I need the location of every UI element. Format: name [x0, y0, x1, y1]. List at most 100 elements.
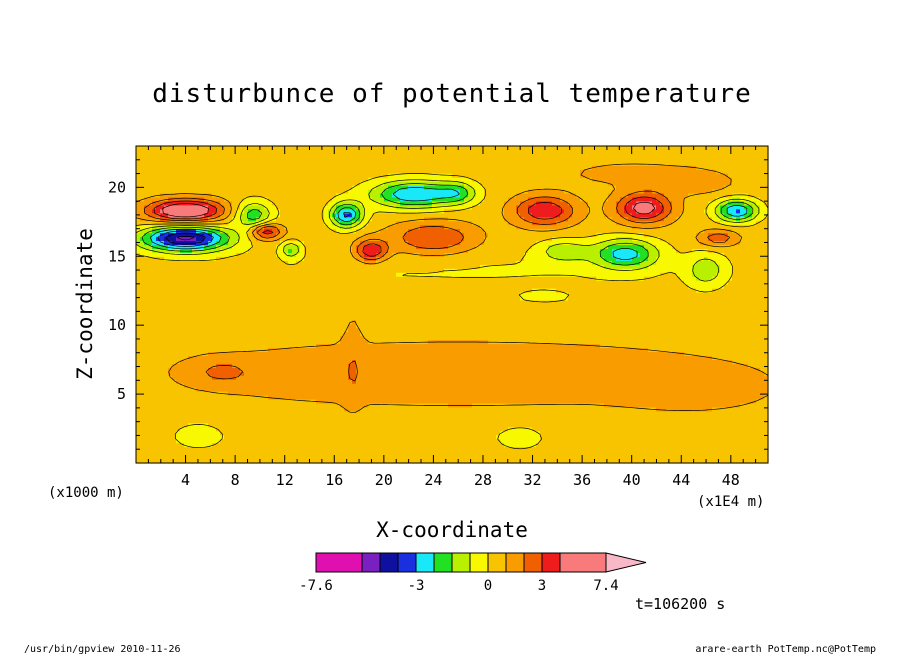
field-cell: [200, 149, 205, 155]
field-cell: [380, 233, 385, 238]
field-cell: [524, 209, 529, 214]
field-cell: [256, 197, 261, 203]
field-cell: [144, 161, 149, 167]
field-cell: [492, 161, 497, 167]
field-cell: [652, 233, 657, 238]
field-cell: [536, 189, 541, 195]
field-cell: [136, 177, 141, 183]
field-cell: [680, 146, 685, 151]
field-cell: [452, 161, 457, 167]
field-cell: [232, 189, 237, 195]
field-cell: [736, 233, 741, 238]
field-cell: [492, 256, 497, 262]
field-cell: [504, 264, 509, 270]
field-cell: [372, 213, 377, 218]
field-cell: [224, 149, 229, 155]
field-cell: [668, 213, 673, 218]
field-cell: [452, 201, 457, 207]
field-cell: [472, 225, 477, 230]
field-cell: [340, 165, 345, 171]
field-cell: [672, 260, 677, 266]
field-cell: [720, 201, 725, 207]
field-cell: [608, 233, 613, 238]
field-cell: [296, 205, 301, 210]
field-cell: [232, 233, 237, 238]
field-cell: [612, 201, 617, 207]
field-cell: [364, 237, 369, 242]
field-cell: [556, 233, 561, 238]
field-cell: [144, 252, 149, 258]
field-cell: [416, 264, 421, 270]
field-cell: [348, 189, 353, 195]
field-cell: [588, 249, 593, 254]
field-cell: [700, 193, 705, 199]
field-cell: [508, 149, 513, 155]
field-cell: [440, 197, 445, 203]
field-cell: [712, 169, 717, 175]
field-cell: [496, 189, 501, 195]
field-cell: [752, 237, 757, 242]
field-cell: [236, 153, 241, 159]
field-cell: [316, 229, 321, 234]
field-cell: [624, 213, 629, 218]
field-cell: [392, 197, 397, 203]
field-cell: [136, 264, 141, 270]
field-cell: [676, 153, 681, 159]
field-cell: [300, 146, 305, 151]
field-cell: [696, 161, 701, 167]
field-cell: [644, 181, 649, 187]
field-cell: [316, 213, 321, 218]
field-cell: [200, 185, 205, 191]
field-cell: [200, 209, 205, 214]
field-cell: [516, 245, 521, 250]
field-cell: [224, 169, 229, 175]
field-cell: [300, 193, 305, 199]
field-cell: [484, 241, 489, 246]
field-cell: [236, 225, 241, 230]
field-cell: [624, 245, 629, 250]
field-cell: [684, 201, 689, 207]
field-cell: [676, 233, 681, 238]
field-cell: [672, 209, 677, 214]
field-cell: [540, 205, 545, 210]
field-cell: [508, 217, 513, 222]
field-cell: [668, 165, 673, 171]
field-cell: [640, 153, 645, 159]
field-cell: [732, 249, 737, 254]
field-cell: [648, 189, 653, 195]
field-cell: [324, 252, 329, 258]
field-cell: [516, 264, 521, 270]
field-cell: [640, 264, 645, 270]
field-cell: [304, 201, 309, 207]
field-cell: [368, 245, 373, 250]
field-cell: [232, 205, 237, 210]
field-cell: [252, 177, 257, 183]
field-cell: [376, 225, 381, 230]
field-cell: [736, 193, 741, 199]
field-cell: [428, 185, 433, 191]
field-cell: [332, 193, 337, 199]
field-cell: [656, 153, 661, 159]
field-cell: [548, 157, 553, 163]
field-cell: [624, 225, 629, 230]
field-cell: [680, 197, 685, 203]
field-cell: [696, 249, 701, 254]
field-cell: [632, 233, 637, 238]
field-cell: [656, 237, 661, 242]
field-cell: [708, 213, 713, 218]
field-cell: [512, 201, 517, 207]
field-cell: [572, 241, 577, 246]
field-cell: [296, 221, 301, 226]
field-cell: [620, 209, 625, 214]
field-cell: [512, 205, 517, 210]
field-cell: [320, 225, 325, 230]
field-cell: [380, 252, 385, 258]
field-cell: [544, 169, 549, 175]
field-cell: [676, 189, 681, 195]
field-cell: [160, 189, 165, 195]
field-cell: [680, 193, 685, 199]
field-cell: [652, 169, 657, 175]
field-cell: [188, 169, 193, 175]
field-cell: [500, 229, 505, 234]
field-cell: [468, 252, 473, 258]
